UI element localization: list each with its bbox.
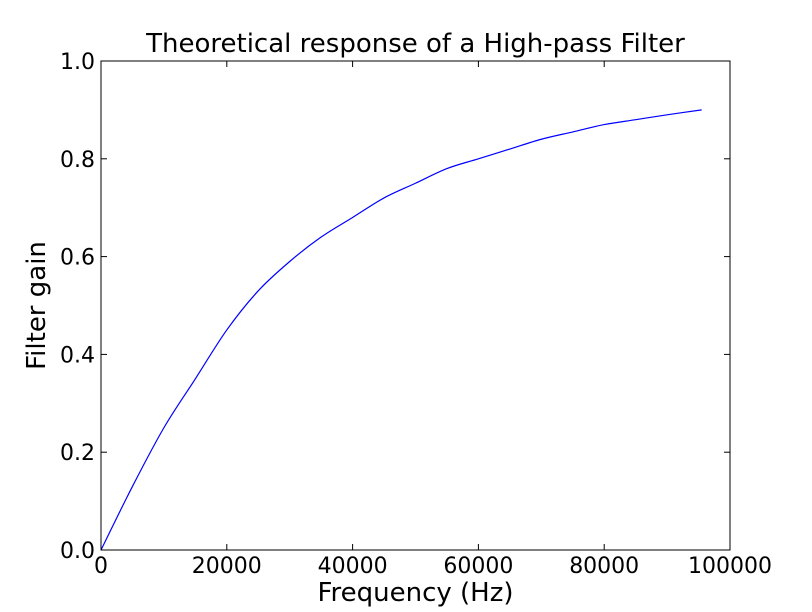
x-tick-label: 80000 xyxy=(569,554,639,579)
y-tick-label: 0.4 xyxy=(60,343,95,368)
y-tick-label: 0.8 xyxy=(60,148,95,173)
series-line xyxy=(100,109,702,551)
x-tick-label: 60000 xyxy=(443,554,513,579)
y-tick-label: 0.6 xyxy=(60,246,95,271)
x-tick-label: 0 xyxy=(94,554,108,579)
plot-frame xyxy=(100,60,731,551)
x-tick-label: 40000 xyxy=(318,554,388,579)
chart-title: Theoretical response of a High-pass Filt… xyxy=(145,29,685,59)
tick-layer: 0 20000 40000 60000 80000 100000 0.0 0.2 0.4 0.6 0… xyxy=(60,50,772,579)
x-axis-label: Frequency (Hz) xyxy=(317,578,513,608)
y-tick-label: 0.0 xyxy=(60,539,95,564)
y-tick-label: 0.2 xyxy=(60,441,95,466)
x-tick-label: 100000 xyxy=(688,554,772,579)
plot-layer xyxy=(100,109,702,551)
y-tick-label: 1.0 xyxy=(60,50,95,75)
y-axis-label: Filter gain xyxy=(22,241,52,370)
x-tick-label: 20000 xyxy=(192,554,262,579)
